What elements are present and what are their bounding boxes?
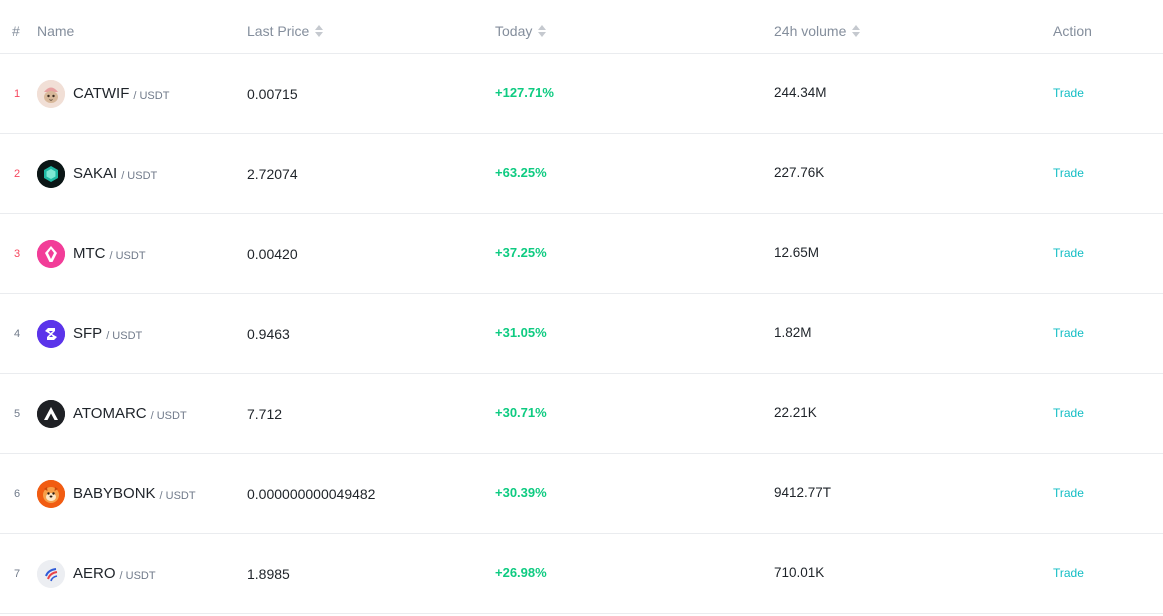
col-today-label: Today: [495, 23, 533, 39]
coin-base: MTC: [73, 245, 106, 262]
row-rank: 2: [14, 167, 21, 180]
coin-base: SFP: [73, 325, 103, 342]
sfp-logo-icon: [37, 319, 65, 348]
volume-24h: 244.34M: [774, 85, 827, 100]
table-row[interactable]: 2 SAKAI / USDT 2.72074 +63.25% 227.76K T…: [0, 134, 1163, 214]
last-price: 0.00715: [247, 85, 298, 102]
sort-icon[interactable]: [852, 25, 861, 37]
coin-quote: / USDT: [159, 489, 196, 502]
mtc-logo-icon: [37, 239, 65, 268]
coin-name-cell[interactable]: SAKAI / USDT: [37, 134, 157, 213]
coin-name-cell[interactable]: ATOMARC / USDT: [37, 374, 187, 453]
coin-quote: / USDT: [133, 89, 170, 102]
last-price: 0.00420: [247, 245, 298, 262]
trade-link[interactable]: Trade: [1053, 245, 1084, 260]
babybonk-logo-icon: [37, 479, 65, 508]
row-rank: 5: [14, 407, 21, 420]
table-row[interactable]: 7 AERO / USDT 1.8985 +26.98% 710.01K Tra…: [0, 534, 1163, 614]
today-change: +30.39%: [495, 485, 547, 500]
coin-base: BABYBONK: [73, 485, 156, 502]
coin-name-cell[interactable]: AERO / USDT: [37, 534, 156, 613]
coin-name-cell[interactable]: SFP / USDT: [37, 294, 142, 373]
col-volume-label: 24h volume: [774, 23, 847, 39]
coin-quote: / USDT: [109, 249, 146, 262]
col-volume-header[interactable]: 24h volume: [774, 23, 861, 39]
table-header: # Name Last Price Today 24h volume Actio…: [0, 0, 1163, 54]
today-change: +31.05%: [495, 325, 547, 340]
col-today-header[interactable]: Today: [495, 23, 547, 39]
today-change: +37.25%: [495, 245, 547, 260]
volume-24h: 12.65M: [774, 245, 820, 260]
coin-quote: / USDT: [150, 409, 187, 422]
volume-24h: 1.82M: [774, 325, 812, 340]
coin-name-cell[interactable]: CATWIF / USDT: [37, 54, 169, 133]
trade-link[interactable]: Trade: [1053, 325, 1084, 340]
trade-link[interactable]: Trade: [1053, 485, 1084, 500]
last-price: 1.8985: [247, 565, 290, 582]
today-change: +30.71%: [495, 405, 547, 420]
coin-base: CATWIF: [73, 85, 130, 102]
coin-name-cell[interactable]: BABYBONK / USDT: [37, 454, 196, 533]
coin-name-cell[interactable]: MTC / USDT: [37, 214, 146, 293]
table-row[interactable]: 6 BABYBONK / USDT 0.000000000049482 +30.…: [0, 454, 1163, 534]
today-change: +127.71%: [495, 85, 554, 100]
sakai-logo-icon: [37, 159, 65, 188]
coin-base: AERO: [73, 565, 116, 582]
sort-icon[interactable]: [315, 25, 324, 37]
col-rank-header: #: [12, 23, 20, 39]
row-rank: 1: [14, 87, 21, 100]
row-rank: 6: [14, 487, 21, 500]
col-last-price-label: Last Price: [247, 23, 310, 39]
coin-base: ATOMARC: [73, 405, 147, 422]
volume-24h: 9412.77T: [774, 485, 832, 500]
volume-24h: 227.76K: [774, 165, 825, 180]
table-row[interactable]: 1 CATWIF / USDT 0.00715 +127.71% 244.34M…: [0, 54, 1163, 134]
trade-link[interactable]: Trade: [1053, 85, 1084, 100]
col-last-price-header[interactable]: Last Price: [247, 23, 324, 39]
row-rank: 3: [14, 247, 21, 260]
row-rank: 7: [14, 567, 21, 580]
volume-24h: 710.01K: [774, 565, 825, 580]
aero-logo-icon: [37, 559, 65, 588]
last-price: 0.9463: [247, 325, 290, 342]
last-price: 7.712: [247, 405, 283, 422]
table-row[interactable]: 4 SFP / USDT 0.9463 +31.05% 1.82M Trade: [0, 294, 1163, 374]
atomarc-logo-icon: [37, 399, 65, 428]
coin-quote: / USDT: [119, 569, 156, 582]
row-rank: 4: [14, 327, 21, 340]
coin-quote: / USDT: [121, 169, 158, 182]
today-change: +63.25%: [495, 165, 547, 180]
sort-icon[interactable]: [538, 25, 547, 37]
col-name-header: Name: [37, 23, 75, 39]
coin-base: SAKAI: [73, 165, 118, 182]
trade-link[interactable]: Trade: [1053, 565, 1084, 580]
last-price: 0.000000000049482: [247, 485, 376, 502]
trade-link[interactable]: Trade: [1053, 165, 1084, 180]
volume-24h: 22.21K: [774, 405, 817, 420]
table-row[interactable]: 5 ATOMARC / USDT 7.712 +30.71% 22.21K Tr…: [0, 374, 1163, 454]
table-row[interactable]: 3 MTC / USDT 0.00420 +37.25% 12.65M Trad…: [0, 214, 1163, 294]
catwif-logo-icon: [37, 79, 65, 108]
today-change: +26.98%: [495, 565, 547, 580]
coin-quote: / USDT: [106, 329, 143, 342]
col-action-header: Action: [1053, 23, 1092, 39]
last-price: 2.72074: [247, 165, 298, 182]
trade-link[interactable]: Trade: [1053, 405, 1084, 420]
